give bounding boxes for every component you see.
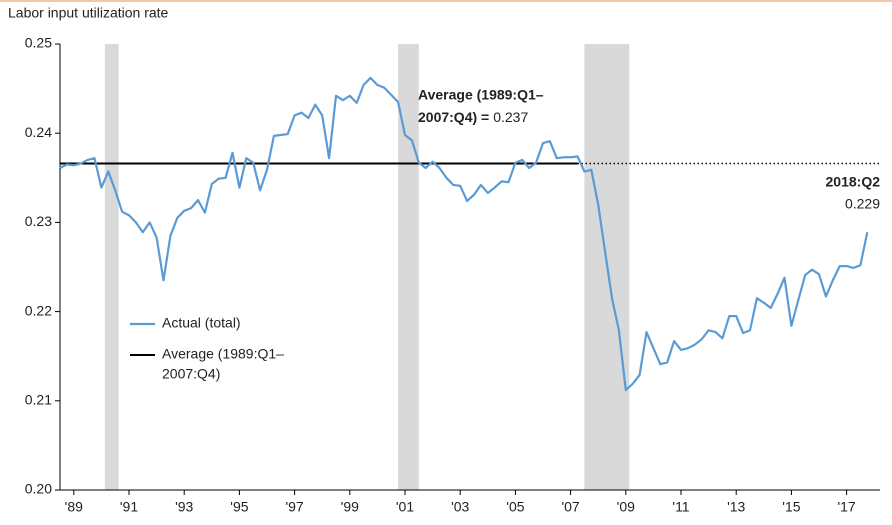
x-tick-label: '95 <box>230 499 248 515</box>
x-tick-label: '11 <box>672 499 689 515</box>
x-tick-label: '93 <box>175 499 193 515</box>
end-label-value: 0.229 <box>845 196 880 212</box>
y-tick-label: 0.20 <box>25 481 52 497</box>
end-label-title: 2018:Q2 <box>826 174 881 190</box>
x-tick-label: '09 <box>617 499 635 515</box>
legend-label: Actual (total) <box>162 315 241 331</box>
y-axis-label: Labor input utilization rate <box>8 5 169 21</box>
recession-band <box>104 44 119 490</box>
legend-label: Average (1989:Q1– <box>162 346 284 362</box>
x-tick-label: '03 <box>451 499 469 515</box>
x-tick-label: '15 <box>782 499 800 515</box>
x-tick-label: '91 <box>120 499 138 515</box>
series-line <box>59 76 869 392</box>
average-annotation: 2007:Q4) = 0.237 <box>418 109 528 125</box>
average-annotation: Average (1989:Q1– <box>418 87 544 103</box>
average-value-label: 0.237 <box>493 109 528 125</box>
x-tick-label: '01 <box>396 499 414 515</box>
x-tick-label: '99 <box>341 499 359 515</box>
top-rule <box>0 0 892 2</box>
y-tick-label: 0.21 <box>25 392 52 408</box>
average-annotation-text: 2007:Q4) = <box>418 109 489 125</box>
x-tick-label: '97 <box>285 499 303 515</box>
x-tick-label: '17 <box>837 499 855 515</box>
legend-label: 2007:Q4) <box>162 366 220 382</box>
y-tick-label: 0.23 <box>25 213 52 229</box>
recession-band <box>398 44 419 490</box>
y-tick-label: 0.24 <box>25 124 52 140</box>
x-tick-label: '07 <box>561 499 579 515</box>
x-tick-label: '13 <box>727 499 745 515</box>
x-tick-label: '05 <box>506 499 524 515</box>
x-tick-label: '89 <box>65 499 83 515</box>
y-tick-label: 0.25 <box>25 35 52 51</box>
y-tick-label: 0.22 <box>25 302 52 318</box>
